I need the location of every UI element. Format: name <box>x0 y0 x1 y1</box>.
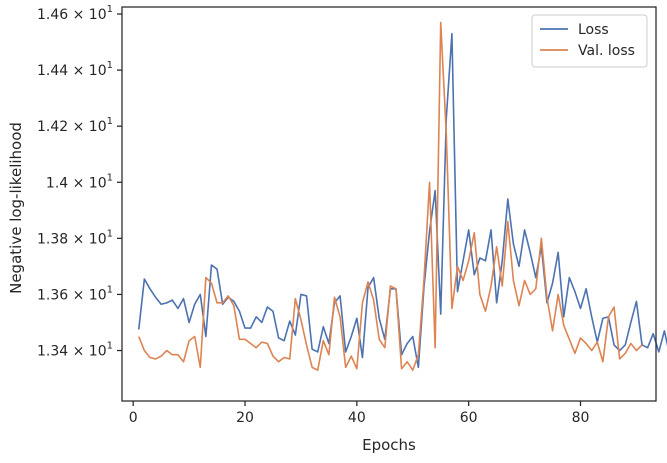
axes-frame <box>121 6 657 402</box>
series-line-2 <box>138 21 643 371</box>
y-tick-label: 1.42 × 101 <box>37 116 113 135</box>
x-tick-label: 60 <box>460 410 478 426</box>
x-axis-label: Epochs <box>362 436 416 454</box>
y-tick-label: 1.46 × 101 <box>37 4 113 23</box>
series-layer <box>137 21 667 371</box>
y-tick-label: 1.4 × 101 <box>46 172 113 191</box>
x-tick-label: 80 <box>572 410 590 426</box>
y-tick-label: 1.36 × 101 <box>37 284 113 303</box>
y-tick-label: 1.44 × 101 <box>37 60 113 79</box>
legend: Loss Val. loss <box>531 14 648 68</box>
y-tick-label: 1.34 × 101 <box>37 341 113 360</box>
x-tick-label: 20 <box>236 410 254 426</box>
x-tick-label: 0 <box>129 410 138 426</box>
y-axis-label: Negative log-likelihood <box>7 122 25 294</box>
y-tick-label: 1.38 × 101 <box>37 228 113 247</box>
legend-label-2: Val. loss <box>578 43 635 59</box>
series-line-1 <box>137 32 667 369</box>
x-tick-label: 40 <box>348 410 366 426</box>
legend-box <box>531 14 648 68</box>
axes-layer: 0 20 40 60 80 1.34 × 101 1.36 × 101 1.38 × 101 1… <box>37 4 657 426</box>
legend-label-1: Loss <box>578 22 609 38</box>
